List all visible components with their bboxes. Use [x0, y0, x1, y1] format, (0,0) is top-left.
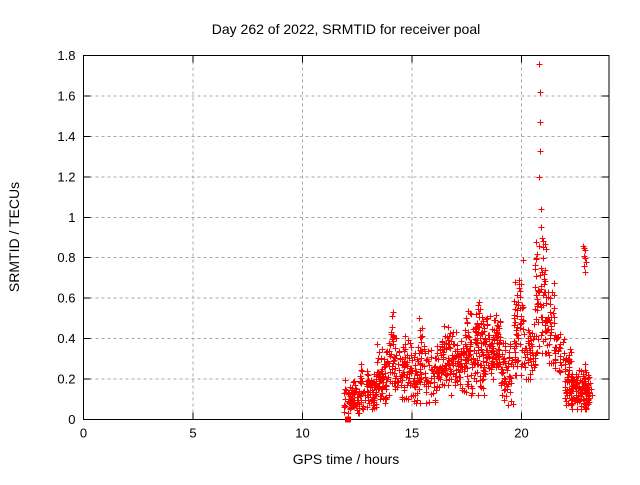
- x-tick-label: 15: [405, 426, 419, 441]
- y-tick-label: 1.6: [57, 88, 75, 103]
- x-tick-label: 5: [189, 426, 196, 441]
- y-tick-label: 0.4: [57, 331, 75, 346]
- y-tick-label: 0.6: [57, 291, 75, 306]
- tick-labels: 0 5 10 15 20 0 0.2 0.4 0.6 0.8 1 1.2 1.4 1.6 1.8: [57, 48, 528, 441]
- start-square-marker: [345, 416, 352, 423]
- x-tick-label: 0: [80, 426, 87, 441]
- scatter-points: [341, 61, 596, 423]
- y-tick-label: 0.8: [57, 250, 75, 265]
- x-tick-label: 10: [295, 426, 309, 441]
- y-tick-label: 0: [68, 412, 75, 427]
- plot-frame: [83, 55, 610, 420]
- grid-lines: [83, 55, 610, 420]
- plot-border: [83, 55, 610, 420]
- y-tick-label: 1.4: [57, 129, 75, 144]
- y-tick-label: 0.2: [57, 372, 75, 387]
- y-tick-label: 1.8: [57, 48, 75, 63]
- x-tick-label: 20: [514, 426, 528, 441]
- y-axis-label: SRMTID / TECUs: [6, 182, 22, 292]
- y-tick-label: 1: [68, 210, 75, 225]
- axis-ticks: [83, 55, 610, 420]
- chart-title: Day 262 of 2022, SRMTID for receiver poa…: [212, 21, 480, 37]
- y-tick-label: 1.2: [57, 169, 75, 184]
- x-axis-label: GPS time / hours: [293, 451, 400, 467]
- data-points-plus-markers: [341, 61, 596, 417]
